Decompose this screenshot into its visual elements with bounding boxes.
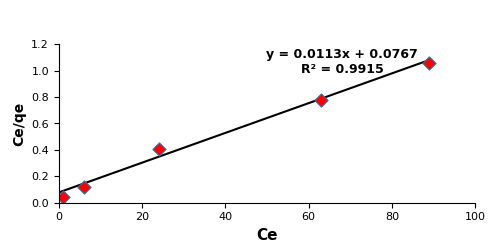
Point: [80, 185, 88, 189]
Point: [59, 195, 67, 199]
Text: y = 0.0113x + 0.0767
R² = 0.9915: y = 0.0113x + 0.0767 R² = 0.9915: [266, 48, 418, 76]
Point: [425, 61, 434, 65]
Point: [155, 146, 163, 150]
Point: [318, 98, 325, 102]
Y-axis label: Ce/qe: Ce/qe: [12, 101, 26, 146]
X-axis label: Ce: Ce: [256, 228, 278, 243]
